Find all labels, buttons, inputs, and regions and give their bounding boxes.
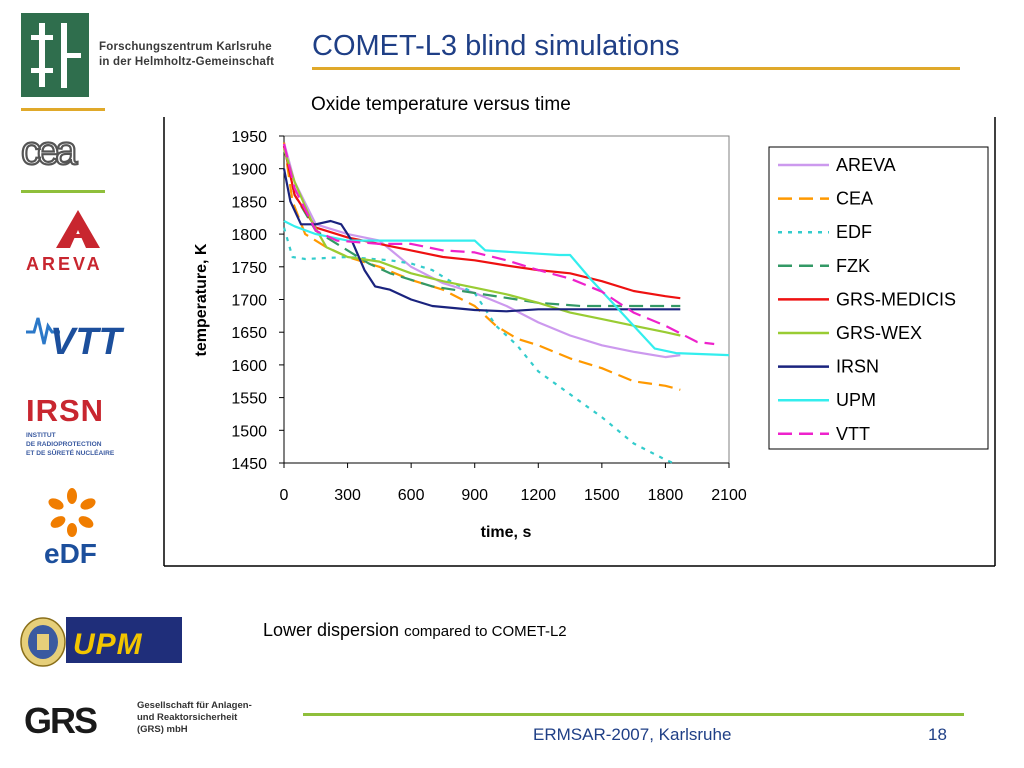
- irsn-sub-line-2: DE RADIOPROTECTION: [26, 441, 102, 448]
- x-tick-label: 1500: [584, 487, 620, 504]
- x-tick-label: 300: [334, 487, 361, 504]
- x-tick-label: 2100: [711, 487, 747, 504]
- irsn-logo-text: IRSN: [26, 393, 105, 428]
- legend-label: EDF: [836, 222, 872, 242]
- upm-seal-icon: [20, 617, 66, 667]
- note-main: Lower dispersion: [263, 620, 405, 640]
- irsn-sub-line-1: INSTITUT: [26, 432, 56, 439]
- fzk-logo-icon: [21, 13, 89, 97]
- plot-area: [283, 135, 730, 464]
- y-tick-label: 1950: [231, 129, 267, 146]
- legend-label: FZK: [836, 256, 870, 276]
- legend-items: AREVA CEA EDF FZK GRS-MEDICIS GRS-WEX IRSN UPM V…: [778, 155, 956, 444]
- areva-logo-text: AREVA: [26, 254, 103, 274]
- series-line-cea: [282, 142, 681, 391]
- y-tick-label: 1800: [231, 227, 267, 244]
- grs-logo-text: GRS: [24, 700, 98, 741]
- x-axis-label: time, s: [481, 524, 532, 541]
- comparison-note: Lower dispersion compared to COMET-L2: [263, 620, 567, 641]
- upm-logo-text: UPM: [73, 628, 143, 661]
- x-tick-label: 600: [398, 487, 425, 504]
- fzk-logo: [21, 13, 89, 97]
- legend-label: GRS-MEDICIS: [836, 289, 956, 309]
- y-tick-label: 1600: [231, 358, 267, 375]
- irsn-logo-subtitle: INSTITUT DE RADIOPROTECTION ET DE SÛRETÉ…: [26, 431, 114, 458]
- y-tick-label: 1900: [231, 162, 267, 179]
- y-tick-label: 1550: [231, 391, 267, 408]
- org-line-1: Forschungszentrum Karlsruhe: [99, 41, 272, 53]
- note-small: compared to COMET-L2: [404, 623, 567, 640]
- series-line-upm: [283, 220, 730, 357]
- grs-logo-subtitle: Gesellschaft für Anlagen- und Reaktorsic…: [137, 700, 252, 736]
- grs-sub-line-2: und Reaktorsicherheit: [137, 712, 238, 723]
- y-tick-label: 1450: [231, 456, 267, 473]
- cea-logo-icon: cea: [20, 128, 83, 174]
- series-line-grs-medicis: [282, 145, 681, 300]
- org-name: Forschungszentrum Karlsruhe in der Helmh…: [99, 40, 274, 70]
- series-line-irsn: [282, 168, 681, 313]
- areva-triangle-icon: [56, 210, 100, 248]
- y-tick-label: 1650: [231, 325, 267, 342]
- x-tick-label: 1200: [520, 487, 556, 504]
- y-tick-label: 1750: [231, 260, 267, 277]
- x-tick-label: 900: [461, 487, 488, 504]
- legend-label: UPM: [836, 390, 876, 410]
- legend-label: CEA: [836, 189, 873, 209]
- upm-seal: [20, 617, 66, 672]
- logo-separator-orange: [21, 108, 105, 111]
- y-axis: 1450 1500 1550 1600 1650 1700 1750 1800 1850 1900…: [231, 129, 285, 473]
- grs-sub-line-1: Gesellschaft für Anlagen-: [137, 700, 252, 711]
- upm-logo: [66, 617, 182, 663]
- series-layer: [282, 142, 730, 466]
- legend-label: IRSN: [836, 357, 879, 377]
- x-tick-label: 0: [280, 487, 289, 504]
- slide-title: COMET-L3 blind simulations: [312, 30, 680, 62]
- edf-sun-mark: [44, 488, 100, 543]
- cea-logo: cea: [20, 128, 107, 175]
- page-number: 18: [928, 725, 947, 744]
- title-underline: [312, 67, 960, 70]
- grs-sub-line-3: (GRS) mbH: [137, 724, 188, 735]
- y-axis-label: temperature, K: [193, 243, 210, 356]
- areva-logo-mark: [56, 210, 100, 253]
- edf-logo-text: eDF: [44, 538, 97, 569]
- org-line-2: in der Helmholtz-Gemeinschaft: [99, 56, 275, 68]
- y-tick-label: 1850: [231, 194, 267, 211]
- y-tick-label: 1500: [231, 423, 267, 440]
- logo-separator-green: [21, 190, 105, 193]
- legend-label: VTT: [836, 424, 870, 444]
- y-tick-label: 1700: [231, 293, 267, 310]
- footer-line: [303, 713, 964, 716]
- legend: [768, 146, 989, 450]
- irsn-sub-line-3: ET DE SÛRETÉ NUCLÉAIRE: [26, 450, 115, 457]
- edf-sun-icon: [48, 488, 96, 537]
- chart-title: Oxide temperature versus time: [311, 94, 571, 115]
- vtt-logo: VTT: [22, 308, 146, 363]
- legend-label: GRS-WEX: [836, 323, 922, 343]
- legend-label: AREVA: [836, 155, 896, 175]
- x-tick-label: 1800: [648, 487, 684, 504]
- cea-logo-text: cea: [21, 130, 78, 170]
- x-axis: 0 300 600 900 1200 1500 1800 2100: [280, 462, 747, 504]
- series-line-vtt: [282, 143, 715, 346]
- footer-event: ERMSAR-2007, Karlsruhe: [533, 725, 732, 744]
